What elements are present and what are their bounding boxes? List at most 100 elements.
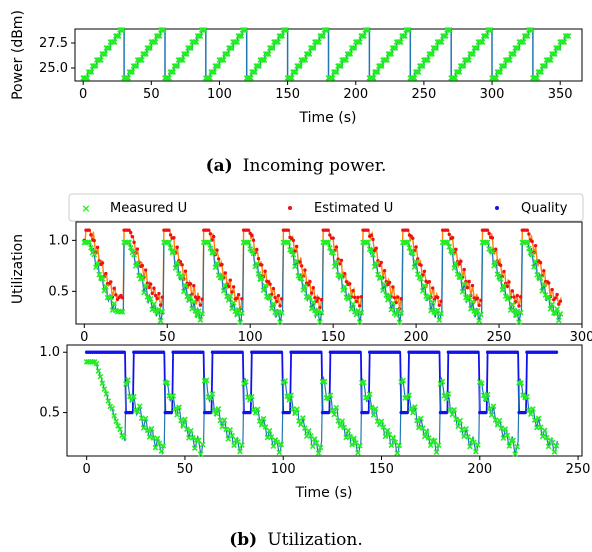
measured-u-point — [84, 239, 91, 246]
power-point — [83, 75, 89, 81]
measured-u-point — [516, 319, 522, 325]
power-point — [355, 39, 362, 45]
estimated-u-point — [143, 268, 148, 272]
measured-u-point-bottom — [221, 417, 228, 423]
measured-u-point — [285, 239, 292, 246]
utilization-bottom-x-tick-label: 100 — [271, 462, 296, 477]
power-point — [228, 45, 235, 51]
measured-u-point-bottom — [512, 451, 519, 457]
power-point — [487, 27, 494, 33]
caption-a: (a) Incoming power. — [206, 156, 387, 176]
measured-u-point-bottom — [115, 423, 121, 429]
measured-u-point — [194, 311, 200, 318]
measured-u-point — [119, 308, 126, 315]
quality-point — [130, 410, 134, 415]
power-point — [151, 39, 157, 45]
estimated-u-point — [211, 234, 216, 239]
power-point — [318, 33, 325, 39]
estimated-u-point — [167, 228, 171, 232]
measured-u-point — [549, 301, 556, 308]
quality-point — [405, 410, 409, 415]
measured-u-point-bottom — [396, 442, 403, 449]
measured-u-point-bottom — [315, 450, 322, 457]
power-point — [201, 27, 208, 33]
estimated-u-point — [216, 257, 221, 261]
utilization-bottom-y-tick-label: 1.0 — [39, 345, 60, 360]
power-point — [279, 33, 286, 39]
legend-quality-label: Quality — [521, 201, 568, 216]
estimated-u-point — [316, 296, 320, 300]
power-point — [224, 51, 231, 57]
measured-u-point-bottom — [215, 406, 222, 412]
power-point — [209, 69, 216, 75]
measured-u-point — [459, 288, 466, 295]
measured-u-point — [171, 249, 177, 255]
quality-point — [326, 410, 331, 415]
estimated-u-point — [525, 228, 529, 232]
measured-u-point — [537, 275, 544, 281]
measured-u-point — [356, 319, 363, 325]
power-point — [483, 33, 490, 39]
estimated-u-point — [555, 292, 559, 297]
estimated-u-point — [557, 302, 561, 306]
measured-u-point-bottom — [343, 434, 349, 441]
measured-u-point-bottom — [463, 426, 469, 432]
measured-u-point-bottom — [305, 427, 312, 434]
power-point — [468, 51, 475, 57]
power-point — [534, 75, 540, 81]
estimated-u-point — [114, 293, 118, 297]
estimated-u-point — [246, 228, 251, 232]
measured-u-point — [222, 282, 229, 289]
power-point — [433, 45, 440, 51]
measured-u-point — [141, 289, 147, 296]
estimated-u-point — [450, 236, 455, 240]
measured-u-point — [106, 294, 113, 301]
power-point — [347, 51, 354, 57]
power-point — [373, 69, 380, 75]
caption-b: (b) Utilization. — [229, 530, 363, 550]
measured-u-point — [179, 275, 186, 281]
power-point — [532, 75, 539, 81]
measured-u-point — [262, 282, 268, 289]
power-point — [333, 69, 340, 75]
utilization-top-x-tick-label: 300 — [570, 330, 592, 345]
measured-u-point-bottom — [213, 410, 220, 417]
power-point — [555, 45, 562, 51]
measured-u-point — [419, 288, 426, 294]
estimated-u-point — [518, 295, 523, 299]
power-x-tick-label: 250 — [411, 87, 436, 102]
estimated-u-point — [89, 233, 93, 237]
measured-u-point — [449, 249, 456, 256]
estimated-u-point — [357, 304, 362, 308]
power-point — [560, 39, 566, 45]
measured-u-point — [341, 283, 348, 290]
measured-u-point — [482, 239, 489, 246]
estimated-u-point — [278, 304, 282, 308]
power-y-tick-label: 25.0 — [39, 61, 68, 76]
utilization-bottom-x-tick-label: 0 — [83, 462, 91, 477]
measured-u-point — [227, 293, 234, 299]
measured-u-point-bottom — [486, 405, 493, 412]
estimated-u-point — [299, 264, 304, 268]
power-point — [283, 27, 290, 33]
measured-u-point — [385, 297, 391, 303]
measured-u-point-bottom — [282, 377, 289, 384]
legend-estimated-marker — [288, 206, 292, 210]
measured-u-point — [409, 250, 416, 257]
estimated-u-point — [512, 295, 516, 299]
measured-u-point — [197, 317, 204, 323]
measured-u-point-bottom — [488, 412, 495, 418]
power-point — [246, 75, 253, 81]
measured-u-point — [461, 281, 468, 288]
estimated-u-point — [502, 269, 506, 274]
power-point — [359, 33, 366, 39]
estimated-u-point — [553, 296, 558, 300]
power-point — [328, 75, 335, 81]
estimated-u-point — [382, 268, 387, 273]
power-point — [320, 33, 326, 39]
power-point — [137, 57, 144, 63]
measured-u-point — [512, 312, 519, 318]
estimated-u-point — [353, 295, 357, 300]
measured-u-point-bottom — [252, 410, 259, 416]
power-point — [536, 69, 543, 75]
